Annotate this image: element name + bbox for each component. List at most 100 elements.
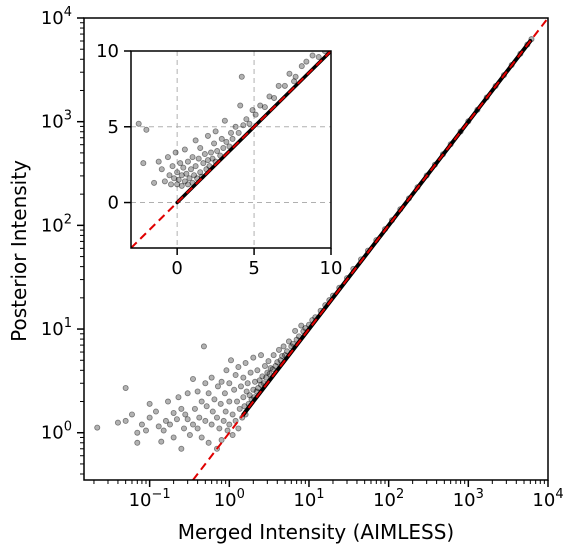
inset-point bbox=[181, 146, 188, 153]
main-point bbox=[275, 346, 282, 353]
inset-point bbox=[252, 111, 259, 118]
inset-point bbox=[292, 73, 299, 80]
main-point bbox=[178, 445, 185, 452]
inset-point bbox=[291, 78, 298, 85]
inset-point bbox=[249, 107, 256, 114]
inset-point bbox=[135, 120, 142, 127]
main-point bbox=[247, 369, 254, 376]
main-point bbox=[222, 408, 229, 415]
main-point bbox=[182, 411, 189, 418]
inset-point bbox=[143, 126, 150, 133]
main-point bbox=[198, 434, 205, 441]
main-point bbox=[264, 369, 271, 376]
inset-point bbox=[192, 137, 199, 144]
inset-point bbox=[192, 163, 199, 170]
main-y-tick-label: 101 bbox=[41, 316, 72, 340]
main-point bbox=[175, 394, 182, 401]
inset-point bbox=[220, 144, 227, 151]
main-x-tick-label: 104 bbox=[532, 487, 563, 511]
main-point bbox=[114, 419, 121, 426]
main-point bbox=[240, 394, 247, 401]
main-point bbox=[217, 400, 224, 407]
main-point bbox=[216, 425, 223, 432]
inset-reference-line bbox=[131, 51, 331, 248]
inset-point bbox=[223, 138, 230, 145]
main-point bbox=[178, 405, 185, 412]
main-point bbox=[229, 411, 236, 418]
main-point bbox=[261, 363, 268, 370]
main-point bbox=[214, 383, 221, 390]
inset-point bbox=[178, 182, 185, 189]
main-point bbox=[160, 427, 167, 434]
inset-point bbox=[229, 135, 236, 142]
main-point bbox=[213, 414, 220, 421]
main-point bbox=[235, 364, 242, 371]
inset-point bbox=[214, 148, 221, 155]
inset-point bbox=[169, 163, 176, 170]
main-point bbox=[298, 322, 305, 329]
y-axis-label: Posterior Intensity bbox=[7, 160, 31, 342]
main-point bbox=[181, 425, 188, 432]
main-point bbox=[231, 386, 238, 393]
main-point bbox=[223, 367, 230, 374]
main-point bbox=[246, 392, 253, 399]
inset-point bbox=[218, 135, 225, 142]
inset-plot: 0 5 10 0 5 10 bbox=[96, 41, 342, 279]
main-data bbox=[94, 18, 548, 480]
main-point bbox=[235, 425, 242, 432]
main-point bbox=[205, 439, 212, 446]
inset-point bbox=[235, 129, 242, 136]
main-y-tick-label: 104 bbox=[41, 5, 72, 29]
main-point bbox=[274, 359, 281, 366]
main-point bbox=[200, 343, 207, 350]
main-point bbox=[209, 408, 216, 415]
main-point bbox=[134, 429, 141, 436]
main-point bbox=[256, 377, 263, 384]
main-point bbox=[186, 432, 193, 439]
inset-point bbox=[186, 175, 193, 182]
main-point bbox=[250, 386, 257, 393]
main-point bbox=[250, 354, 257, 361]
main-point bbox=[259, 373, 266, 380]
main-point bbox=[146, 400, 153, 407]
main-point bbox=[251, 378, 258, 385]
main-point bbox=[254, 367, 261, 374]
inset-point bbox=[200, 160, 207, 167]
main-point bbox=[236, 405, 243, 412]
main-point bbox=[173, 416, 180, 423]
main-point bbox=[184, 416, 191, 423]
main-point bbox=[267, 365, 274, 372]
inset-point bbox=[167, 181, 174, 188]
inset-point bbox=[275, 82, 282, 89]
main-y-tick-label: 102 bbox=[41, 212, 72, 236]
inset-point bbox=[158, 166, 165, 173]
main-point bbox=[138, 421, 145, 428]
inset-point bbox=[191, 172, 198, 179]
inset-point bbox=[171, 175, 178, 182]
main-point bbox=[122, 384, 129, 391]
inset-point bbox=[246, 120, 253, 127]
inset-point bbox=[207, 149, 214, 156]
inset-point bbox=[281, 82, 288, 89]
inset-point bbox=[240, 122, 247, 129]
main-point bbox=[194, 388, 201, 395]
main-point bbox=[162, 417, 169, 424]
inset-point bbox=[183, 170, 190, 177]
inset-point bbox=[172, 149, 179, 156]
inset-point bbox=[177, 160, 184, 167]
inset-point bbox=[209, 155, 216, 162]
inset-y-tick-label: 0 bbox=[108, 193, 119, 214]
inset-y-tick-label: 10 bbox=[96, 41, 119, 62]
inset-point bbox=[266, 93, 273, 100]
inset-point bbox=[174, 181, 181, 188]
main-point bbox=[258, 381, 265, 388]
inset-point bbox=[298, 63, 305, 70]
inset-point bbox=[166, 172, 173, 179]
main-point bbox=[220, 417, 227, 424]
main-point bbox=[164, 398, 171, 405]
inset-point bbox=[140, 160, 147, 167]
main-point bbox=[208, 374, 215, 381]
inset-y-tick-label: 5 bbox=[108, 117, 119, 138]
main-x-tick-label: 10−1 bbox=[129, 487, 171, 511]
main-point bbox=[203, 403, 210, 410]
